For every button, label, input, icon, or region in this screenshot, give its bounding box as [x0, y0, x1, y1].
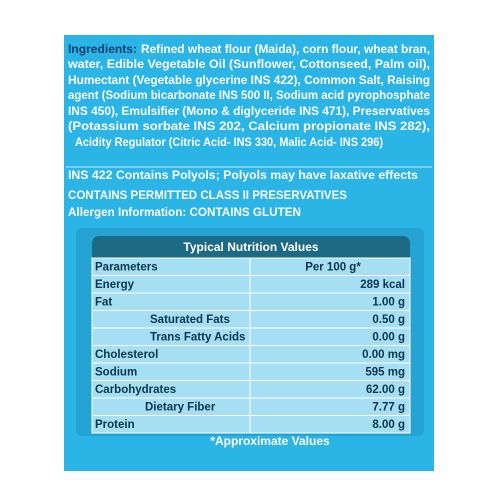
row-label: Fat — [95, 296, 112, 308]
ingredient-line: INS 450), Emulsifier (Mono & diglyceride… — [68, 104, 430, 118]
row-value: 0.00 g — [372, 331, 405, 343]
statement: CONTAINS PERMITTED CLASS II PRESERVATIVE… — [68, 188, 347, 202]
row-value: 0.00 mg — [362, 349, 405, 361]
row-label: Cholesterol — [95, 349, 158, 361]
ingredient-line: Humectant (Vegetable glycerine INS 422),… — [68, 73, 430, 87]
row-label: Parameters — [95, 261, 158, 273]
row-label: Saturated Fats — [150, 314, 230, 326]
table-title: Typical Nutrition Values — [183, 240, 318, 254]
row-label: Trans Fatty Acids — [150, 331, 245, 343]
row-value: 1.00 g — [372, 296, 405, 308]
row-value: 289 kcal — [360, 279, 405, 291]
row-label: Protein — [95, 419, 135, 431]
ingredient-line: agent (Sodium bicarbonate INS 500 II, So… — [68, 88, 430, 102]
row-value: 8.00 g — [372, 419, 405, 431]
ingredient-line: Refined wheat flour (Maida), corn flour,… — [141, 42, 430, 56]
row-label: Carbohydrates — [95, 384, 176, 396]
cell — [249, 415, 411, 434]
row-label: Energy — [95, 279, 135, 291]
ingredient-line: (Potassium sorbate INS 202, Calcium prop… — [68, 119, 430, 133]
table-header — [92, 236, 410, 258]
row-value: 0.50 g — [372, 314, 405, 326]
statement: INS 422 Contains Polyols; Polyols may ha… — [68, 168, 418, 182]
ingredient-line: water, Edible Vegetable Oil (Sunflower, … — [67, 57, 430, 71]
row-label: Dietary Fiber — [145, 401, 216, 413]
row-value: 62.00 g — [366, 384, 405, 396]
ingredient-line: Acidity Regulator (Citric Acid- INS 330,… — [75, 135, 383, 149]
row-value: 595 mg — [365, 366, 405, 378]
statement: Allergen Information: CONTAINS GLUTEN — [68, 205, 301, 219]
cell — [91, 292, 251, 311]
row-value: 7.77 g — [372, 401, 405, 413]
footnote: *Approximate Values — [210, 434, 330, 448]
row-label: Sodium — [95, 366, 137, 378]
row-value: Per 100 g* — [305, 261, 361, 273]
ingredients-label: Ingredients: — [68, 42, 137, 56]
